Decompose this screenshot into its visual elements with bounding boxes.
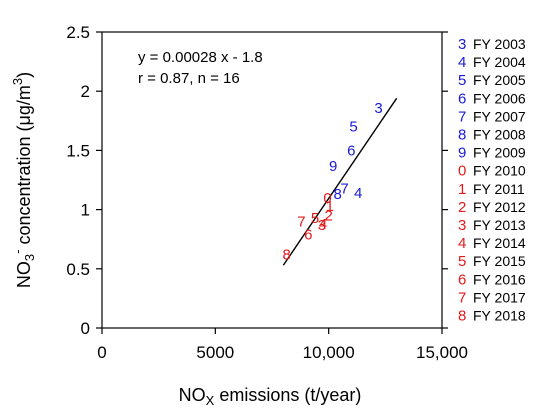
legend: 3 FY 2003 4 FY 2004 5 FY 2005 6 FY 2006 7 FY 2007…	[458, 36, 526, 325]
legend-marker: 6	[458, 90, 466, 107]
regression-stats: r = 0.87, n = 16	[138, 70, 240, 87]
data-point: 3	[374, 100, 382, 117]
plot-frame	[101, 31, 443, 329]
right-axis-ticks	[442, 31, 448, 329]
legend-marker: 3	[458, 217, 466, 234]
legend-entry: 3 FY 2003	[458, 36, 526, 53]
data-point: 4	[319, 216, 327, 233]
legend-marker: 5	[458, 253, 466, 270]
legend-entry: 5 FY 2015	[458, 253, 526, 270]
legend-label: FY 2014	[473, 235, 526, 251]
y-axis-ticks: 0 0.5 1 1.5 2 2.5	[66, 23, 102, 338]
data-point: 2	[324, 208, 332, 225]
legend-entry: 4 FY 2014	[458, 235, 526, 252]
legend-marker: 3	[458, 36, 466, 53]
legend-marker: 4	[458, 54, 466, 71]
data-point: 9	[329, 158, 337, 175]
legend-entry: 6 FY 2006	[458, 90, 526, 107]
regression-equation: y = 0.00028 x - 1.8	[138, 49, 263, 66]
data-point: 3	[318, 217, 326, 234]
data-point: 0	[323, 190, 331, 207]
legend-entry: 3 FY 2013	[458, 217, 526, 234]
data-point: 7	[297, 213, 305, 230]
legend-label: FY 2012	[473, 199, 526, 215]
data-point: 5	[311, 210, 319, 227]
legend-label: FY 2008	[473, 127, 526, 143]
x-tick-label: 5000	[196, 343, 234, 362]
legend-entry: 8 FY 2008	[458, 127, 526, 144]
legend-label: FY 2006	[473, 90, 526, 106]
legend-entry: 7 FY 2017	[458, 289, 526, 306]
legend-entry: 7 FY 2007	[458, 108, 526, 125]
legend-marker: 9	[458, 145, 466, 162]
legend-label: FY 2018	[473, 308, 526, 324]
legend-label: FY 2015	[473, 253, 526, 269]
y-tick-label: 1	[81, 201, 90, 220]
x-tick-label: 0	[97, 343, 106, 362]
legend-label: FY 2011	[473, 181, 525, 197]
legend-label: FY 2007	[473, 108, 526, 124]
legend-marker: 7	[458, 108, 466, 125]
legend-entry: 2 FY 2012	[458, 199, 526, 216]
legend-label: FY 2003	[473, 36, 526, 52]
data-point: 8	[334, 186, 342, 203]
legend-label: FY 2010	[473, 163, 526, 179]
x-axis-label: NOX emissions (t/year)	[179, 385, 362, 408]
legend-entry: 0 FY 2010	[458, 163, 526, 180]
legend-entry: 4 FY 2004	[458, 54, 526, 71]
x-tick-label: 15,000	[416, 343, 468, 362]
legend-entry: 9 FY 2009	[458, 145, 526, 162]
legend-marker: 5	[458, 72, 466, 89]
data-point: 7	[340, 180, 348, 197]
data-point: 1	[326, 198, 334, 215]
legend-marker: 0	[458, 163, 466, 180]
x-tick-label: 10,000	[303, 343, 355, 362]
y-tick-label: 1.5	[66, 141, 90, 160]
data-point: 6	[304, 226, 312, 243]
data-point: 5	[349, 119, 357, 136]
legend-label: FY 2004	[473, 54, 526, 70]
x-axis-ticks: 0 5000 10,000 15,000	[97, 328, 468, 362]
legend-marker: 8	[458, 308, 466, 325]
legend-entry: 1 FY 2011	[458, 181, 525, 198]
legend-marker: 6	[458, 271, 466, 288]
legend-marker: 4	[458, 235, 466, 252]
data-point: 4	[354, 185, 362, 202]
legend-entry: 5 FY 2005	[458, 72, 526, 89]
legend-marker: 2	[458, 199, 466, 216]
y-tick-label: 2	[81, 82, 90, 101]
legend-marker: 7	[458, 289, 466, 306]
regression-line	[282, 97, 398, 266]
data-point: 8	[283, 247, 291, 264]
legend-marker: 8	[458, 127, 466, 144]
y-axis-label: NO3- concentration (μg/m3)	[10, 72, 37, 288]
data-point: 6	[347, 142, 355, 159]
legend-label: FY 2016	[473, 271, 526, 287]
legend-entry: 6 FY 2016	[458, 271, 526, 288]
legend-label: FY 2017	[473, 289, 526, 305]
y-tick-label: 2.5	[66, 23, 90, 42]
legend-label: FY 2009	[473, 145, 526, 161]
y-tick-label: 0	[81, 319, 90, 338]
legend-marker: 1	[458, 181, 466, 198]
legend-label: FY 2013	[473, 217, 526, 233]
legend-entry: 8 FY 2018	[458, 308, 526, 325]
y-tick-label: 0.5	[66, 260, 90, 279]
legend-label: FY 2005	[473, 72, 526, 88]
